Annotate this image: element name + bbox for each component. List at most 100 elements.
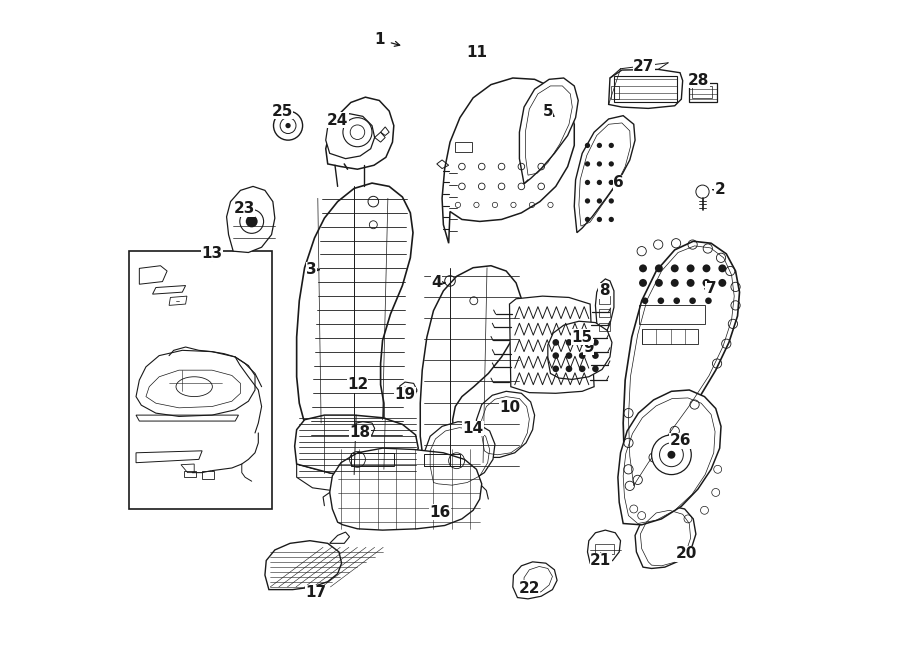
Bar <box>642 329 698 344</box>
Polygon shape <box>618 390 721 525</box>
Polygon shape <box>519 78 578 184</box>
Text: 22: 22 <box>518 581 540 596</box>
Polygon shape <box>608 69 683 108</box>
Polygon shape <box>425 422 495 488</box>
Bar <box>596 544 614 554</box>
Bar <box>424 454 460 466</box>
Polygon shape <box>635 506 696 568</box>
Text: 4: 4 <box>431 276 442 290</box>
Text: 11: 11 <box>466 46 487 60</box>
Polygon shape <box>548 321 612 379</box>
Polygon shape <box>442 78 574 243</box>
Text: 2: 2 <box>715 182 725 197</box>
Bar <box>639 305 705 324</box>
Circle shape <box>597 161 602 167</box>
Circle shape <box>597 198 602 204</box>
Text: 1: 1 <box>374 32 384 47</box>
Circle shape <box>658 297 664 304</box>
Circle shape <box>655 264 662 272</box>
Text: 27: 27 <box>633 59 654 73</box>
Circle shape <box>655 279 662 287</box>
Circle shape <box>585 180 590 185</box>
Circle shape <box>608 217 614 222</box>
Bar <box>202 471 214 479</box>
Polygon shape <box>513 562 557 599</box>
Polygon shape <box>265 541 342 590</box>
Text: 24: 24 <box>327 113 348 128</box>
Text: 28: 28 <box>688 73 709 88</box>
Text: 17: 17 <box>305 586 327 600</box>
Circle shape <box>652 435 691 475</box>
Circle shape <box>566 352 572 359</box>
Text: 8: 8 <box>598 284 609 298</box>
Bar <box>689 83 717 102</box>
Circle shape <box>608 143 614 148</box>
Circle shape <box>585 161 590 167</box>
Text: 3: 3 <box>306 262 317 277</box>
Circle shape <box>668 451 675 459</box>
Bar <box>599 309 610 317</box>
Circle shape <box>579 366 586 372</box>
Bar <box>455 142 472 152</box>
Polygon shape <box>574 116 635 233</box>
Text: 19: 19 <box>394 387 416 402</box>
Circle shape <box>553 352 559 359</box>
Polygon shape <box>297 459 416 492</box>
Text: 20: 20 <box>675 547 697 561</box>
Circle shape <box>608 180 614 185</box>
Circle shape <box>703 279 710 287</box>
Circle shape <box>585 198 590 204</box>
Circle shape <box>608 198 614 204</box>
Circle shape <box>597 143 602 148</box>
Circle shape <box>687 264 695 272</box>
Circle shape <box>639 279 647 287</box>
Polygon shape <box>326 114 374 159</box>
Circle shape <box>705 297 712 304</box>
Circle shape <box>703 264 710 272</box>
Circle shape <box>592 352 598 359</box>
Circle shape <box>597 217 602 222</box>
Circle shape <box>566 366 572 372</box>
Circle shape <box>687 279 695 287</box>
Text: 7: 7 <box>706 282 716 296</box>
Polygon shape <box>227 186 274 253</box>
Bar <box>599 296 610 304</box>
Polygon shape <box>329 448 482 530</box>
Text: 18: 18 <box>349 426 371 440</box>
Polygon shape <box>476 391 535 457</box>
Circle shape <box>597 180 602 185</box>
Polygon shape <box>420 266 521 471</box>
Polygon shape <box>356 422 374 436</box>
Circle shape <box>553 339 559 346</box>
Circle shape <box>592 366 598 372</box>
Circle shape <box>579 339 586 346</box>
Circle shape <box>639 264 647 272</box>
Bar <box>351 453 394 466</box>
Bar <box>614 76 677 102</box>
Circle shape <box>285 123 291 128</box>
Polygon shape <box>596 279 614 338</box>
Circle shape <box>642 297 648 304</box>
Text: 14: 14 <box>463 421 483 436</box>
Text: 13: 13 <box>202 246 222 260</box>
Polygon shape <box>400 382 417 398</box>
Polygon shape <box>509 296 594 393</box>
Text: 15: 15 <box>572 330 593 344</box>
Bar <box>599 323 610 330</box>
Text: 25: 25 <box>272 104 292 118</box>
Circle shape <box>670 279 679 287</box>
Circle shape <box>579 352 586 359</box>
Circle shape <box>585 217 590 222</box>
Text: 6: 6 <box>613 175 624 190</box>
Bar <box>184 471 196 477</box>
Bar <box>610 86 618 99</box>
Circle shape <box>670 264 679 272</box>
Text: 12: 12 <box>346 377 368 392</box>
Polygon shape <box>297 183 413 442</box>
Polygon shape <box>623 241 740 497</box>
Text: 26: 26 <box>670 434 691 448</box>
Circle shape <box>673 297 680 304</box>
Polygon shape <box>588 530 620 564</box>
Circle shape <box>689 297 696 304</box>
Text: 16: 16 <box>429 505 451 520</box>
